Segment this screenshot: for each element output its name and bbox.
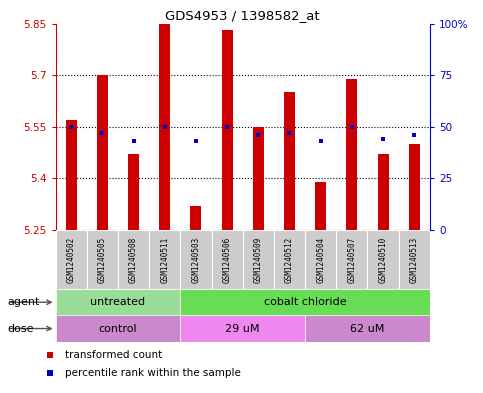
Bar	[118, 230, 149, 289]
Bar	[368, 230, 398, 289]
Text: percentile rank within the sample: percentile rank within the sample	[65, 368, 241, 378]
Text: GSM1240508: GSM1240508	[129, 236, 138, 283]
Text: GSM1240507: GSM1240507	[347, 236, 356, 283]
Bar	[56, 289, 180, 316]
Bar	[253, 127, 264, 230]
Text: dose: dose	[7, 323, 34, 334]
Text: GSM1240506: GSM1240506	[223, 236, 232, 283]
Title: GDS4953 / 1398582_at: GDS4953 / 1398582_at	[165, 9, 320, 22]
Bar	[180, 289, 430, 316]
Bar	[159, 24, 170, 230]
Bar	[128, 154, 139, 230]
Bar	[212, 230, 242, 289]
Bar	[305, 230, 336, 289]
Bar	[315, 182, 326, 230]
Text: GSM1240510: GSM1240510	[379, 236, 387, 283]
Bar	[378, 154, 388, 230]
Bar	[97, 75, 108, 230]
Text: cobalt chloride: cobalt chloride	[264, 297, 346, 307]
Bar	[149, 230, 180, 289]
Bar	[56, 230, 87, 289]
Text: 29 uM: 29 uM	[226, 323, 260, 334]
Bar	[305, 315, 430, 342]
Text: GSM1240504: GSM1240504	[316, 236, 325, 283]
Bar	[180, 230, 212, 289]
Bar	[190, 206, 201, 230]
Bar	[180, 315, 305, 342]
Text: GSM1240512: GSM1240512	[285, 236, 294, 283]
Text: GSM1240505: GSM1240505	[98, 236, 107, 283]
Text: 62 uM: 62 uM	[350, 323, 384, 334]
Text: control: control	[99, 323, 137, 334]
Bar	[336, 230, 368, 289]
Text: GSM1240509: GSM1240509	[254, 236, 263, 283]
Bar	[284, 92, 295, 230]
Bar	[242, 230, 274, 289]
Bar	[66, 120, 77, 230]
Bar	[398, 230, 430, 289]
Bar	[87, 230, 118, 289]
Bar	[56, 315, 180, 342]
Bar	[409, 144, 420, 230]
Bar	[346, 79, 357, 230]
Text: GSM1240503: GSM1240503	[191, 236, 200, 283]
Text: transformed count: transformed count	[65, 350, 162, 360]
Text: GSM1240513: GSM1240513	[410, 236, 419, 283]
Bar	[222, 31, 233, 230]
Text: GSM1240502: GSM1240502	[67, 236, 76, 283]
Bar	[274, 230, 305, 289]
Text: untreated: untreated	[90, 297, 145, 307]
Text: GSM1240511: GSM1240511	[160, 236, 169, 283]
Text: agent: agent	[7, 297, 40, 307]
